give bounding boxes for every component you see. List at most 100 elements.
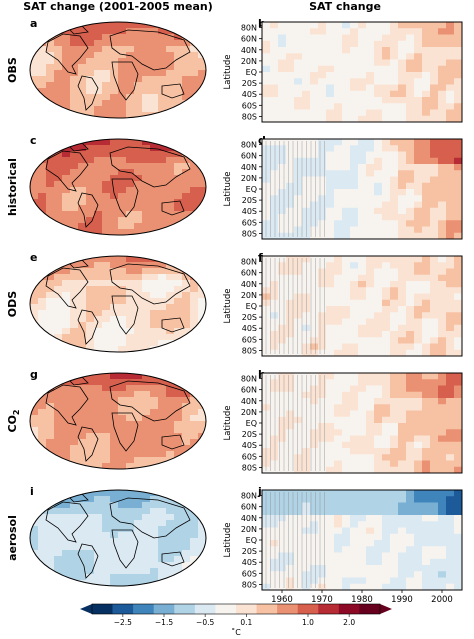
hovmoller-cell — [342, 460, 351, 468]
hovmoller-cell — [326, 164, 335, 171]
hovmoller-cell — [286, 318, 295, 326]
hovmoller-cell — [358, 398, 367, 405]
map-cell — [118, 322, 127, 329]
hovmoller-cell — [414, 448, 423, 455]
hovmoller-cell — [318, 379, 327, 386]
map-cell — [174, 151, 183, 158]
hovmoller-cell — [294, 571, 303, 578]
hovmoller-cell — [374, 262, 383, 269]
map-cell — [118, 145, 127, 152]
map-cell — [78, 385, 87, 392]
map-cell — [78, 556, 87, 563]
hovmoller-cell — [414, 391, 423, 399]
hovmoller-cell — [334, 565, 343, 572]
hovmoller-cell — [334, 189, 343, 196]
hovmoller-cell — [350, 324, 359, 332]
hovmoller-cell — [326, 157, 335, 165]
hovmoller-cell — [270, 571, 279, 578]
map-cell — [142, 34, 151, 41]
hovmoller-cell — [422, 546, 431, 553]
hovmoller-cell — [438, 454, 447, 461]
map-cell — [126, 316, 135, 323]
map-cell — [174, 316, 183, 323]
hovmoller-cell — [334, 139, 343, 146]
hovmoller-cell — [446, 306, 455, 313]
hovmoller-cell — [398, 385, 407, 393]
hovmoller-cell — [374, 97, 383, 104]
map-cell — [46, 463, 55, 469]
hovmoller-cell — [294, 454, 303, 461]
hovmoller-cell — [398, 558, 407, 566]
map-cell — [102, 292, 111, 299]
map-cell — [134, 157, 143, 164]
colorbar-tick-label: −2.5 — [114, 618, 132, 627]
hovmoller-cell — [414, 72, 423, 79]
hovmoller-cell — [374, 40, 383, 48]
hovmoller-cell — [358, 157, 367, 165]
hovmoller-cell — [366, 274, 375, 282]
hovmoller-cell — [302, 287, 311, 294]
hovmoller-cell — [286, 349, 295, 357]
map-cell — [30, 217, 39, 224]
map-cell — [118, 106, 127, 113]
map-cell — [150, 556, 159, 563]
map-cell — [158, 199, 167, 206]
hovmoller-cell — [430, 274, 439, 282]
hovmoller-cell — [454, 109, 463, 117]
hovmoller-cell — [414, 157, 423, 165]
hovmoller-cell — [270, 331, 279, 338]
map-cell — [142, 580, 151, 586]
map-cell — [118, 463, 127, 469]
hovmoller-cell — [278, 324, 287, 332]
hovmoller-cell — [398, 515, 407, 522]
map-cell — [142, 88, 151, 95]
hovmoller-cell — [278, 145, 287, 152]
map-cell — [54, 568, 63, 575]
map-cell — [190, 106, 199, 113]
map-cell — [166, 520, 175, 527]
map-cell — [150, 70, 159, 77]
hovmoller-cell — [446, 583, 455, 591]
map-cell — [158, 106, 167, 113]
map-cell — [134, 70, 143, 77]
hovmoller-cell — [286, 201, 295, 209]
map-cell — [86, 334, 95, 341]
map-cell — [70, 205, 79, 212]
hovmoller-cell — [446, 262, 455, 269]
map-cell — [198, 106, 206, 113]
hovmoller-cell — [398, 281, 407, 288]
hovmoller-cell — [278, 195, 287, 202]
colorbar-segment — [256, 604, 278, 614]
map-cell — [86, 64, 95, 71]
map-cell — [198, 229, 206, 235]
coastline — [109, 380, 191, 422]
map-cell — [62, 217, 71, 224]
hovmoller-cell — [422, 312, 431, 319]
hovmoller-cell — [406, 448, 415, 455]
map-cell — [30, 304, 39, 311]
hovmoller-cell — [414, 109, 423, 117]
hovmoller-cell — [398, 90, 407, 98]
hovmoller-cell — [406, 571, 415, 578]
hovmoller-cell — [422, 515, 431, 522]
hovmoller-cell — [326, 145, 335, 152]
map-cell — [158, 532, 167, 539]
map-cell — [110, 427, 119, 434]
map-cell — [174, 433, 183, 440]
hovmoller-cell — [390, 164, 399, 171]
lat-tick-label: 20S — [242, 313, 257, 322]
map-cell — [118, 280, 127, 287]
hovmoller-cell — [430, 40, 439, 48]
hovmoller-cell — [382, 533, 391, 541]
hovmoller-cell — [414, 299, 423, 307]
hovmoller-cell — [374, 22, 383, 29]
hovmoller-cell — [358, 496, 367, 503]
hovmoller-cell — [390, 398, 399, 405]
hovmoller-cell — [422, 527, 431, 535]
hovmoller-cell — [278, 349, 287, 357]
hovmoller-cell — [430, 182, 439, 190]
hovmoller-cell — [366, 214, 375, 221]
map-cell — [70, 556, 79, 563]
map-cell — [174, 385, 183, 392]
hovmoller-cell — [374, 565, 383, 572]
